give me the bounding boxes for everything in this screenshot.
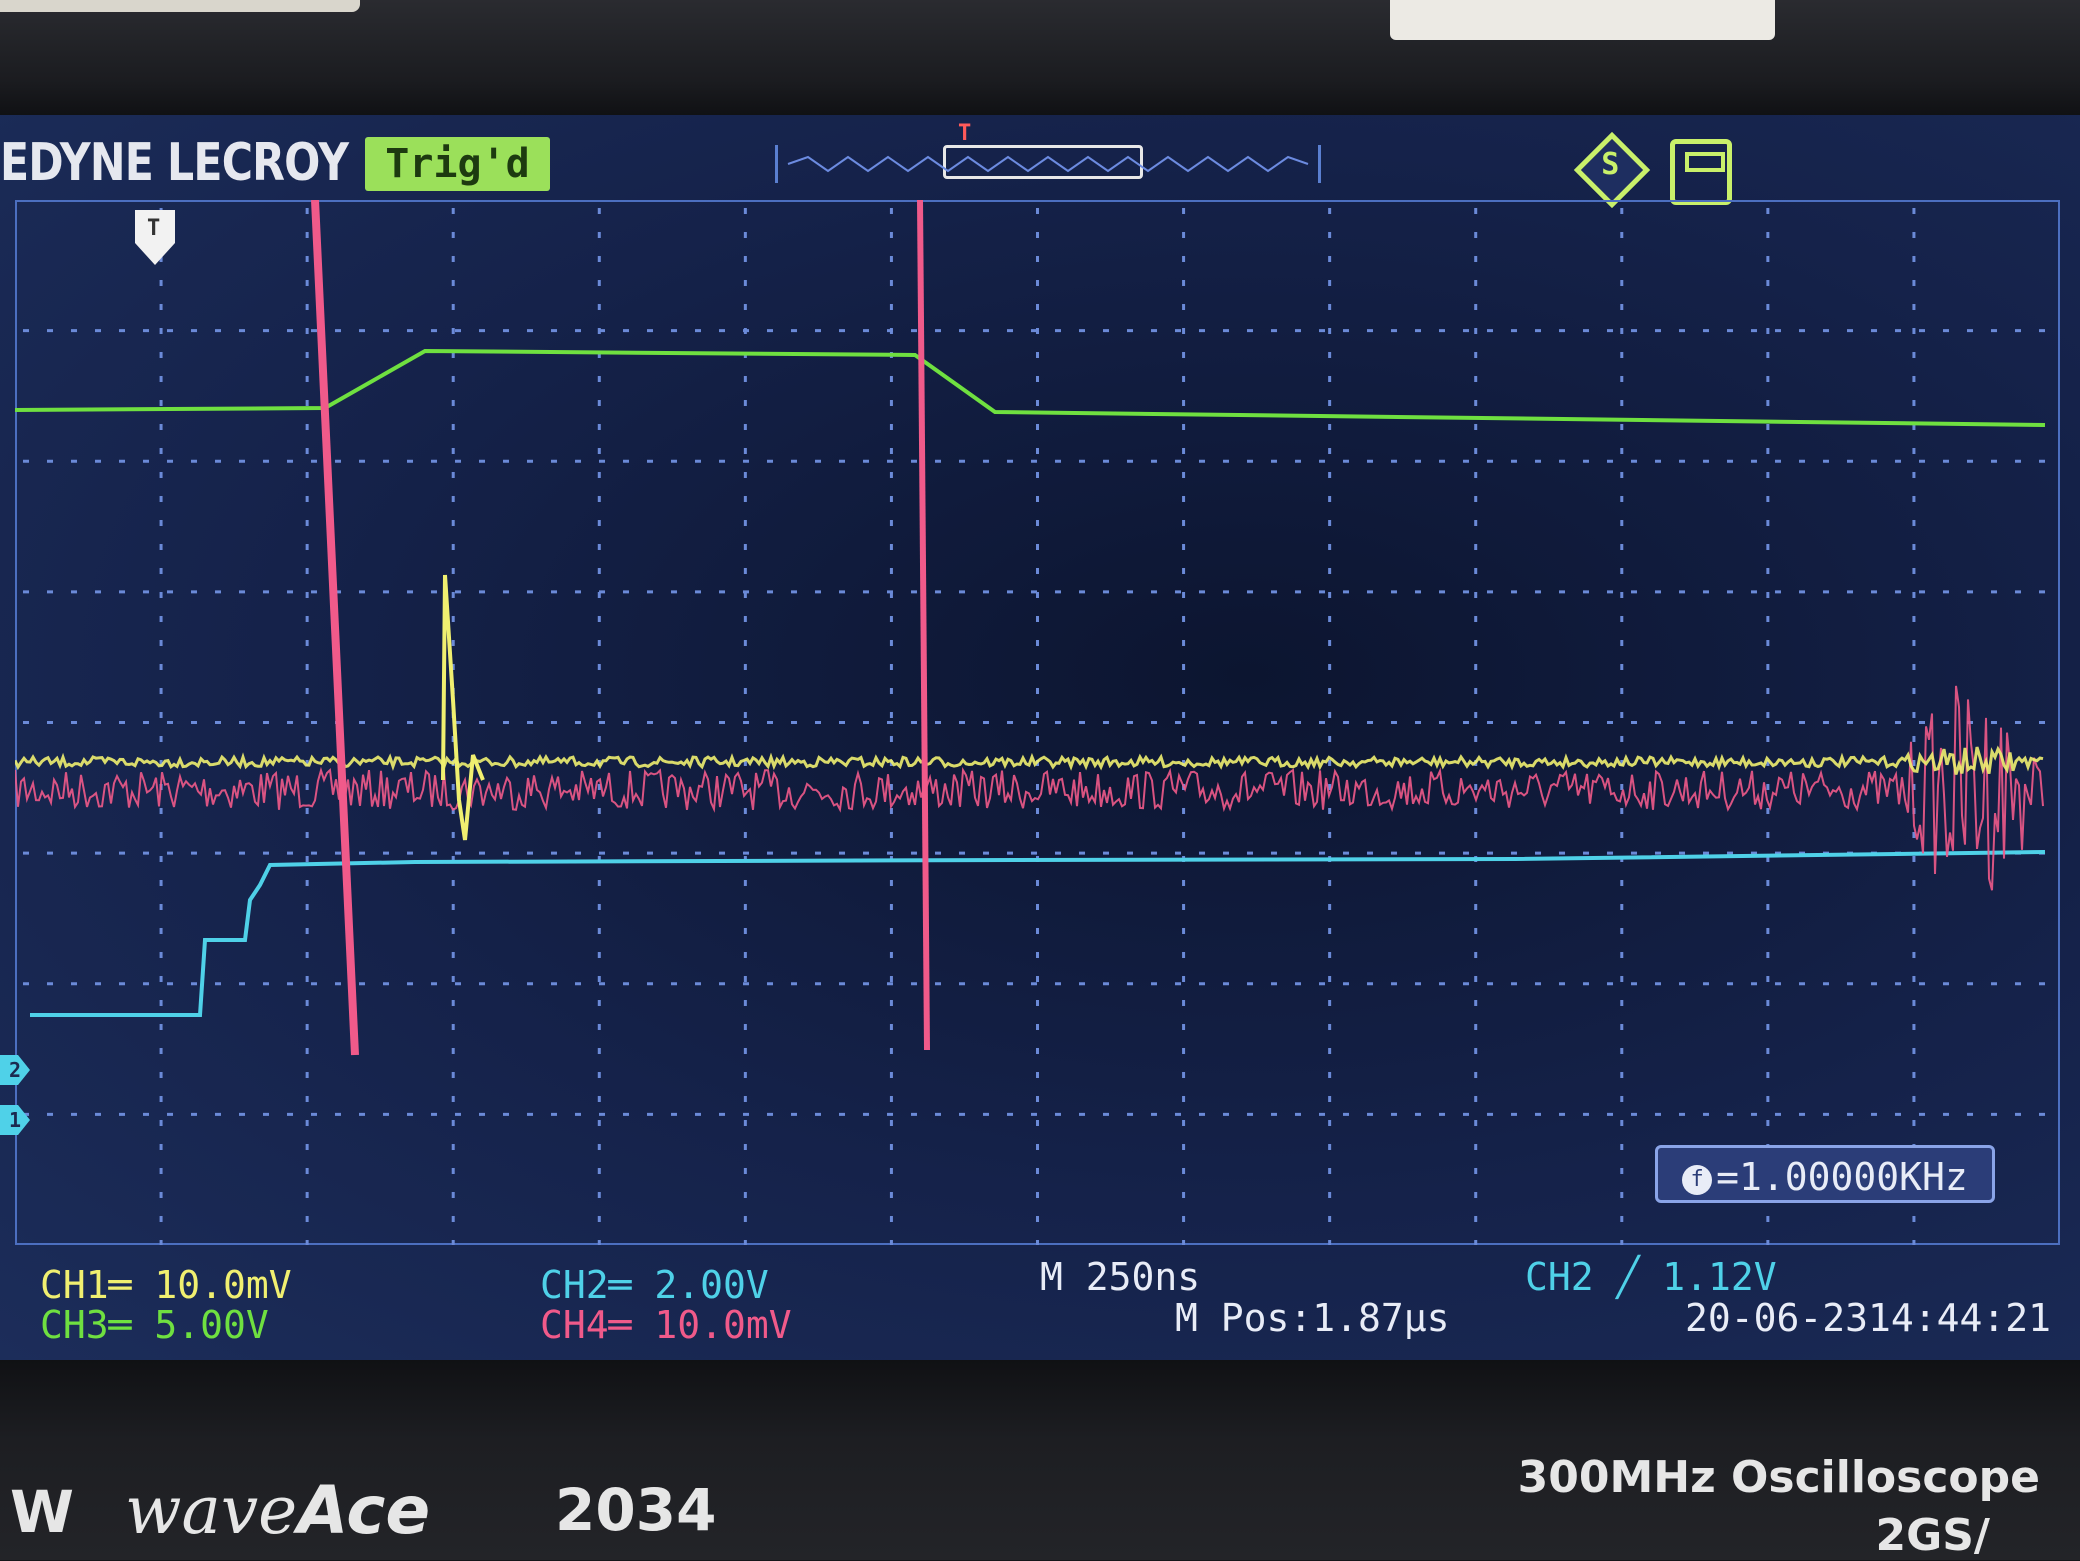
trigger-level-readout: CH2 ╱ 1.12V xyxy=(1525,1255,1777,1299)
datetime-readout: 20-06-2314:44:21 xyxy=(1685,1296,2052,1340)
trigger-time-marker: T xyxy=(958,121,972,146)
sample-rate-spec: 2GS/ xyxy=(1875,1510,1991,1561)
bottom-bezel: W waveAce 2034 300MHz Oscilloscope 2GS/ xyxy=(0,1360,2080,1561)
frequency-value: =1.00000KHz xyxy=(1716,1155,1968,1199)
usb-storage-icon xyxy=(1670,139,1732,205)
sticker-label xyxy=(1390,0,1775,40)
visible-window-box xyxy=(943,145,1143,179)
scope-screen: EDYNE LECROY Trig'd T S T 2 1 f =1.00000K… xyxy=(0,115,2080,1360)
ch4-spike xyxy=(917,200,930,1051)
ch3-scale-readout: CH3═ 5.00V xyxy=(40,1303,269,1347)
ch4-spike xyxy=(311,200,359,1056)
ch1-scale-readout: CH1═ 10.0mV xyxy=(40,1263,292,1307)
model-number: 2034 xyxy=(555,1476,717,1544)
bandwidth-spec: 300MHz Oscilloscope xyxy=(1517,1452,2040,1503)
ch4-scale-readout: CH4═ 10.0mV xyxy=(540,1303,792,1347)
memory-waveform-preview xyxy=(787,155,1309,173)
memory-window-indicator: T xyxy=(775,121,1321,183)
trigger-status-badge: Trig'd xyxy=(365,137,550,191)
oscilloscope-mode-icon: S xyxy=(1573,131,1651,209)
ch1-glitch xyxy=(441,574,485,841)
frequency-readout: f =1.00000KHz xyxy=(1655,1145,1995,1203)
brand-logo-icon: W xyxy=(10,1478,74,1546)
waveform-display xyxy=(15,200,2046,1245)
model-name: waveAce xyxy=(125,1472,431,1549)
horizontal-position-readout: M Pos:1.87μs xyxy=(1175,1296,1450,1340)
ch2-scale-readout: CH2═ 2.00V xyxy=(540,1263,769,1307)
timebase-readout: M 250ns xyxy=(1040,1255,1201,1299)
brand-name: EDYNE LECROY xyxy=(0,133,349,193)
ch3-trace xyxy=(15,348,2046,427)
ch1-trace xyxy=(15,745,2044,775)
ch4-trace xyxy=(15,685,2044,891)
sticker-label xyxy=(0,0,360,12)
frequency-icon: f xyxy=(1682,1164,1713,1195)
top-bezel xyxy=(0,0,2080,115)
ch2-trace xyxy=(30,850,2046,1017)
